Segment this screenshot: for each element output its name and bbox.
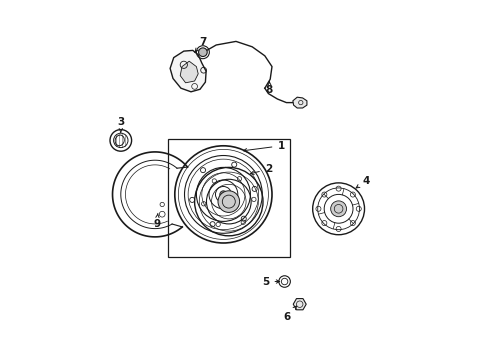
- Polygon shape: [180, 61, 198, 83]
- Text: 5: 5: [262, 276, 280, 287]
- Text: 4: 4: [356, 176, 370, 188]
- Text: 3: 3: [117, 117, 124, 132]
- Circle shape: [198, 48, 207, 57]
- Polygon shape: [293, 97, 307, 108]
- Text: 7: 7: [195, 37, 206, 53]
- Text: 6: 6: [284, 306, 296, 322]
- Polygon shape: [293, 298, 306, 310]
- Text: 8: 8: [266, 82, 273, 95]
- Text: 9: 9: [153, 213, 160, 229]
- Text: 1: 1: [244, 141, 285, 152]
- Circle shape: [331, 201, 346, 217]
- Circle shape: [220, 191, 227, 198]
- Text: 2: 2: [250, 164, 272, 175]
- Circle shape: [218, 191, 240, 212]
- Bar: [168, 139, 290, 257]
- Polygon shape: [170, 50, 206, 92]
